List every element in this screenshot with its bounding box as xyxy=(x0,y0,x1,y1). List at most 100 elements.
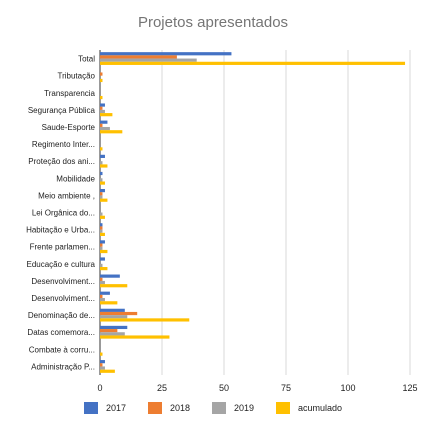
bar-2019 xyxy=(100,246,103,250)
bar-2017 xyxy=(100,120,108,124)
x-tick-label: 125 xyxy=(402,383,417,393)
bar-2019 xyxy=(100,298,105,302)
bar-2019 xyxy=(100,280,105,285)
x-tick-label: 100 xyxy=(340,383,355,393)
bar-2019 xyxy=(100,126,110,131)
category-label: Denominação de... xyxy=(28,311,95,320)
bar-2017 xyxy=(100,360,105,364)
category-label: Proteção dos ani... xyxy=(28,157,95,166)
bar-2017 xyxy=(100,291,110,295)
bar-2017 xyxy=(100,52,232,56)
bar-2018 xyxy=(100,277,103,281)
x-tick-label: 50 xyxy=(219,383,229,393)
bar-acumulado xyxy=(100,130,123,134)
x-tick-label: 75 xyxy=(281,383,291,393)
bar-acumulado xyxy=(100,284,128,288)
category-label: Meio ambiente , xyxy=(38,191,95,200)
bar-2018 xyxy=(100,363,103,367)
chart-legend: 2017 2018 2019 acumulado xyxy=(0,402,426,414)
bar-2018 xyxy=(100,192,103,196)
category-label: Datas comemora... xyxy=(27,328,95,337)
legend-label: 2018 xyxy=(169,403,190,413)
legend-label: 2019 xyxy=(234,403,255,413)
bar-2019 xyxy=(100,178,103,182)
bar-2017 xyxy=(100,171,103,176)
bar-acumulado xyxy=(100,147,103,151)
legend-swatch xyxy=(83,402,98,414)
category-label: Desenvolviment... xyxy=(31,277,95,286)
bar-2018 xyxy=(100,294,103,299)
category-label: Total xyxy=(78,55,95,64)
bar-acumulado xyxy=(100,78,103,83)
legend-swatch xyxy=(212,402,226,414)
bar-2018 xyxy=(100,72,103,76)
bar-2018 xyxy=(100,226,103,230)
bar-2018 xyxy=(100,123,103,127)
category-label: Combate à corru... xyxy=(29,345,95,354)
category-label: Segurança Pública xyxy=(28,106,96,115)
category-label: Transparencia xyxy=(44,89,95,98)
category-label: Educação e cultura xyxy=(27,260,96,269)
bar-2017 xyxy=(100,223,103,227)
x-tick-label: 25 xyxy=(157,383,167,393)
legend-label: acumulado xyxy=(298,403,343,413)
bar-2019 xyxy=(100,161,103,165)
bar-2017 xyxy=(100,257,105,261)
bar-acumulado xyxy=(100,95,103,100)
bar-acumulado xyxy=(100,369,115,373)
bar-2017 xyxy=(100,274,120,278)
bar-2018 xyxy=(100,329,118,333)
bar-acumulado xyxy=(100,198,108,202)
legend-label: 2017 xyxy=(105,403,126,413)
bar-2019 xyxy=(100,109,105,114)
bar-acumulado xyxy=(100,61,406,65)
bar-2018 xyxy=(100,55,177,59)
bar-acumulado xyxy=(100,113,113,117)
category-label: Desenvolviment... xyxy=(31,294,95,303)
category-label: Saude-Esporte xyxy=(42,123,96,132)
bar-acumulado xyxy=(100,335,170,339)
category-label: Tributação xyxy=(58,72,96,81)
bar-2017 xyxy=(100,188,105,193)
bar-2019 xyxy=(100,195,103,199)
bar-acumulado xyxy=(100,318,190,322)
legend-swatch xyxy=(147,402,162,414)
bar-2019 xyxy=(100,229,103,233)
bar-2019 xyxy=(100,263,103,268)
bar-acumulado xyxy=(100,352,103,356)
bar-chart: 0 25 50 75 100 125 Total Tributação Transparenci… xyxy=(26,50,418,393)
bar-acumulado xyxy=(100,249,108,254)
bar-2017 xyxy=(100,103,105,107)
bar-2017 xyxy=(100,325,128,330)
category-label: Administração P... xyxy=(31,362,95,371)
bar-acumulado xyxy=(100,301,118,305)
bar-2019 xyxy=(100,212,103,216)
category-label: Frente parlamen... xyxy=(30,243,95,252)
bar-2018 xyxy=(100,106,103,110)
bar-2017 xyxy=(100,308,125,312)
legend-item-2017[interactable]: 2017 xyxy=(83,402,126,414)
bar-2018 xyxy=(100,311,138,316)
legend-swatch xyxy=(276,402,291,414)
category-label: Mobilidade xyxy=(56,174,95,183)
legend-item-2018[interactable]: 2018 xyxy=(147,402,190,414)
x-tick-label: 0 xyxy=(97,383,102,393)
bar-acumulado xyxy=(100,267,108,271)
bar-acumulado xyxy=(100,181,105,185)
legend-item-2019[interactable]: 2019 xyxy=(212,402,254,414)
bar-acumulado xyxy=(100,232,105,237)
bar-acumulado xyxy=(100,215,105,219)
bar-2019 xyxy=(100,366,105,370)
bar-2019 xyxy=(100,332,125,336)
bar-2017 xyxy=(100,154,105,158)
category-label: Lei Orgânica do... xyxy=(32,209,95,218)
legend-item-acumulado[interactable]: acumulado xyxy=(276,402,342,414)
category-label: Regimento Inter... xyxy=(32,140,95,149)
bar-2019 xyxy=(100,58,197,62)
bar-2017 xyxy=(100,240,105,244)
chart-title: Projetos apresentados xyxy=(137,14,289,31)
bar-2018 xyxy=(100,243,103,247)
category-label: Habitação e Urba... xyxy=(26,226,95,235)
bar-2019 xyxy=(100,315,128,319)
bar-acumulado xyxy=(100,164,108,168)
